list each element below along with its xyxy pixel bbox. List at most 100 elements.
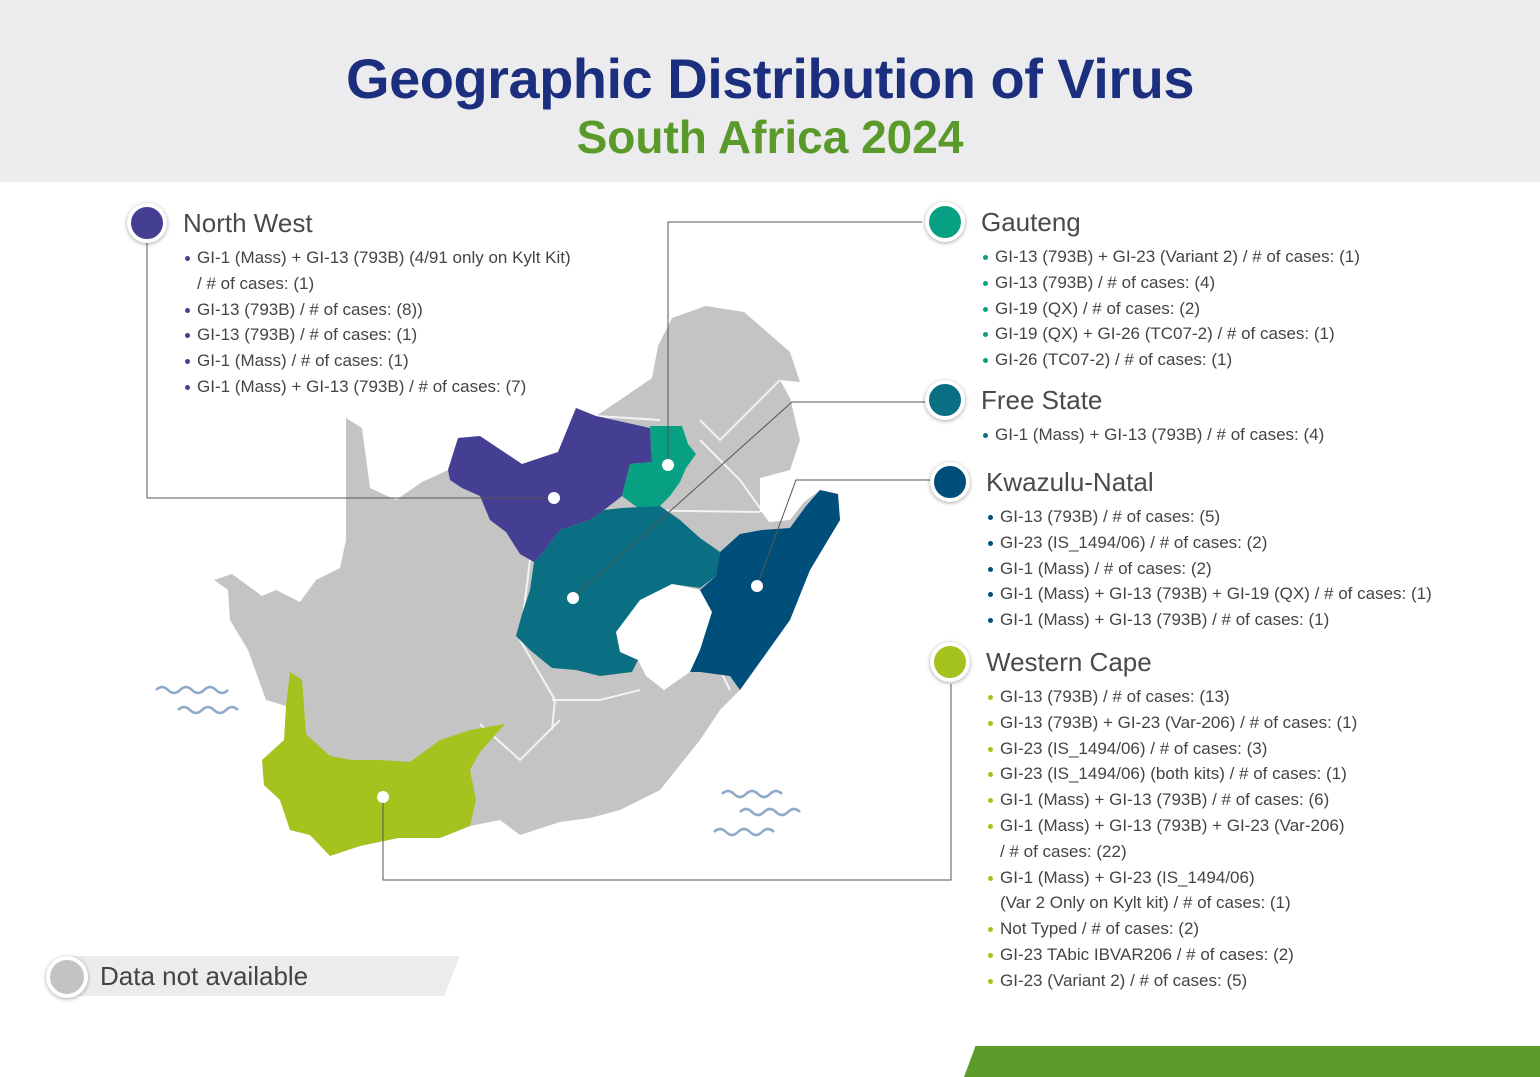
bullet-dot-icon — [983, 280, 988, 286]
marker-free-state — [567, 592, 579, 604]
leader-line-north-west — [146, 242, 554, 499]
bullet-dot-icon — [185, 256, 190, 261]
bullet-dot-icon — [988, 798, 993, 804]
leader-line-western-cape — [382, 684, 952, 881]
strain-item: GI-1 (Mass) + GI-13 (793B) / # of cases:… — [988, 787, 1357, 813]
strain-item-text: GI-19 (QX) + GI-26 (TC07-2) / # of cases… — [995, 324, 1335, 344]
region-kwazulu-natal: Kwazulu-Natal GI-13 (793B) / # of cases:… — [930, 462, 1432, 633]
bullet-dot-icon — [988, 875, 993, 881]
map-lesotho — [616, 584, 712, 690]
bullet-dot-icon — [988, 566, 993, 572]
strain-item: GI-23 (IS_1494/06) (both kits) / # of ca… — [988, 761, 1357, 787]
footer-accent-strip — [964, 1046, 1540, 1077]
strain-item-text: GI-1 (Mass) + GI-13 (793B) / # of cases:… — [1000, 790, 1330, 810]
strain-item: GI-23 (IS_1494/06) / # of cases: (2) — [988, 530, 1432, 556]
bullet-dot-icon — [983, 358, 988, 364]
map-province-gauteng — [622, 426, 696, 508]
strain-item-text-continued: / # of cases: (22) — [1000, 841, 1127, 861]
legend-bar — [64, 956, 460, 996]
province-markers — [377, 459, 763, 803]
strain-item-text: GI-1 (Mass) / # of cases: (1) — [197, 351, 409, 371]
bullet-dot-icon — [988, 720, 993, 726]
strain-item-text: GI-13 (793B) / # of cases: (8)) — [197, 299, 423, 319]
strain-item: GI-23 TAbic IBVAR206 / # of cases: (2) — [988, 942, 1357, 968]
bullet-dot-icon — [988, 823, 993, 829]
strain-item: GI-13 (793B) / # of cases: (4) — [983, 270, 1360, 296]
legend-grey-badge — [46, 956, 88, 998]
leader-line-gauteng — [667, 221, 922, 464]
bullet-dot-icon — [983, 433, 988, 438]
gauteng-strain-list: GI-13 (793B) + GI-23 (Variant 2) / # of … — [983, 244, 1360, 373]
north-west-title: North West — [183, 208, 313, 238]
bullet-dot-icon — [185, 384, 190, 390]
strain-item-text: GI-26 (TC07-2) / # of cases: (1) — [995, 350, 1233, 370]
bullet-dot-icon — [988, 927, 993, 933]
strain-item-text: GI-1 (Mass) + GI-13 (793B) + GI-19 (QX) … — [1000, 584, 1432, 604]
map-province-western-cape — [262, 672, 505, 856]
strain-item: GI-23 (IS_1494/06) / # of cases: (3) — [988, 736, 1357, 762]
bullet-dot-icon — [988, 772, 993, 778]
strain-item-text: GI-13 (793B) + GI-23 (Var-206) / # of ca… — [1000, 712, 1358, 732]
kwazulu-natal-title: Kwazulu-Natal — [986, 467, 1154, 497]
strain-item: GI-1 (Mass) / # of cases: (2) — [988, 556, 1432, 582]
marker-north-west — [548, 492, 560, 504]
strain-item-text: GI-13 (793B) / # of cases: (1) — [197, 325, 418, 345]
marker-gauteng — [662, 459, 674, 471]
strain-item-text: GI-1 (Mass) / # of cases: (2) — [1000, 558, 1212, 578]
bullet-dot-icon — [185, 307, 190, 313]
strain-item: GI-1 (Mass) + GI-13 (793B) (4/91 only on… — [185, 245, 571, 297]
map-province-free-state — [516, 506, 720, 676]
bullet-dot-icon — [988, 952, 993, 958]
strain-item-text-continued: / # of cases: (1) — [197, 273, 315, 293]
free-state-strain-list: GI-1 (Mass) + GI-13 (793B) / # of cases:… — [983, 422, 1324, 448]
strain-item-text: GI-13 (793B) / # of cases: (5) — [1000, 507, 1221, 526]
gauteng-title: Gauteng — [981, 207, 1081, 237]
bullet-dot-icon — [983, 332, 988, 338]
strain-item-text: GI-1 (Mass) + GI-13 (793B) + GI-23 (Var-… — [1000, 815, 1345, 835]
north-west-strain-list: GI-1 (Mass) + GI-13 (793B) (4/91 only on… — [185, 245, 571, 400]
strain-item: GI-1 (Mass) + GI-13 (793B) + GI-19 (QX) … — [988, 581, 1432, 607]
kwazulu-natal-strain-list: GI-13 (793B) / # of cases: (5) GI-23 (IS_… — [988, 504, 1432, 633]
page-subtitle: South Africa 2024 — [576, 111, 964, 163]
strain-item: GI-13 (793B) + GI-23 (Var-206) / # of ca… — [988, 710, 1357, 736]
strain-item: GI-1 (Mass) / # of cases: (1) — [185, 348, 571, 374]
north-west-color-badge — [127, 203, 167, 243]
strain-item: GI-1 (Mass) + GI-13 (793B) + GI-23 (Var-… — [988, 813, 1357, 865]
strain-item: GI-19 (QX) + GI-26 (TC07-2) / # of cases… — [983, 321, 1360, 347]
strain-item-text: GI-13 (793B) / # of cases: (4) — [995, 272, 1216, 292]
strain-item-text: GI-1 (Mass) + GI-13 (793B) / # of cases:… — [995, 425, 1325, 444]
strain-item: GI-13 (793B) + GI-23 (Variant 2) / # of … — [983, 244, 1360, 270]
bullet-dot-icon — [983, 255, 988, 260]
map-province-north-west — [448, 408, 652, 562]
strain-item-text: GI-23 (Variant 2) / # of cases: (5) — [1000, 970, 1248, 990]
strain-item-text: GI-23 (IS_1494/06) / # of cases: (2) — [1000, 532, 1268, 552]
bullet-dot-icon — [988, 746, 993, 752]
page-title: Geographic Distribution of Virus — [346, 47, 1194, 110]
region-gauteng: Gauteng GI-13 (793B) + GI-23 (Variant 2)… — [925, 202, 1360, 373]
bullet-dot-icon — [185, 333, 190, 339]
western-cape-strain-list: GI-13 (793B) / # of cases: (13) GI-13 (79… — [988, 684, 1357, 994]
strain-item-text: Not Typed / # of cases: (2) — [1000, 919, 1200, 939]
western-cape-color-badge — [930, 642, 970, 682]
bullet-dot-icon — [988, 695, 993, 700]
waves-decoration-east — [713, 789, 801, 837]
bullet-dot-icon — [185, 359, 190, 365]
strain-item-text: GI-1 (Mass) + GI-13 (793B) (4/91 only on… — [197, 248, 571, 267]
western-cape-title: Western Cape — [986, 647, 1152, 677]
leader-line-kwazulu-natal — [756, 479, 934, 587]
strain-item: GI-1 (Mass) + GI-23 (IS_1494/06) (Var 2 O… — [988, 865, 1357, 917]
leader-lines — [146, 221, 952, 881]
region-western-cape: Western Cape GI-13 (793B) / # of cases: … — [930, 642, 1357, 994]
strain-item: GI-23 (Variant 2) / # of cases: (5) — [988, 968, 1357, 994]
strain-item: GI-13 (793B) / # of cases: (5) — [988, 504, 1432, 530]
kwazulu-natal-color-badge — [930, 462, 970, 502]
strain-item-text-continued: (Var 2 Only on Kylt kit) / # of cases: (… — [1000, 893, 1291, 913]
legend-data-not-available: Data not available — [44, 956, 460, 998]
strain-item: GI-13 (793B) / # of cases: (13) — [988, 684, 1357, 710]
strain-item-text: GI-1 (Mass) + GI-13 (793B) / # of cases:… — [197, 376, 527, 396]
free-state-color-badge — [925, 380, 965, 420]
strain-item: GI-1 (Mass) + GI-13 (793B) / # of cases:… — [185, 374, 571, 400]
strain-item: GI-1 (Mass) + GI-13 (793B) / # of cases:… — [988, 607, 1432, 633]
strain-item: GI-13 (793B) / # of cases: (1) — [185, 322, 571, 348]
strain-item-text: GI-23 (IS_1494/06) / # of cases: (3) — [1000, 738, 1268, 758]
